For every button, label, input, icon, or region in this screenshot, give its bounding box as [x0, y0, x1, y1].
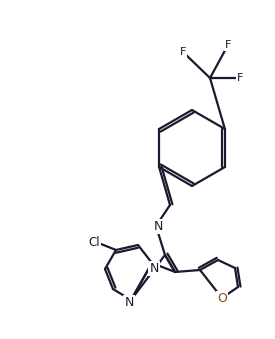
Text: O: O — [217, 292, 227, 304]
Text: N: N — [124, 296, 134, 308]
Text: Cl: Cl — [88, 236, 100, 248]
Text: F: F — [180, 47, 186, 57]
Text: F: F — [225, 40, 231, 50]
Text: F: F — [237, 73, 243, 83]
Text: N: N — [149, 261, 159, 275]
Text: N: N — [153, 219, 163, 233]
